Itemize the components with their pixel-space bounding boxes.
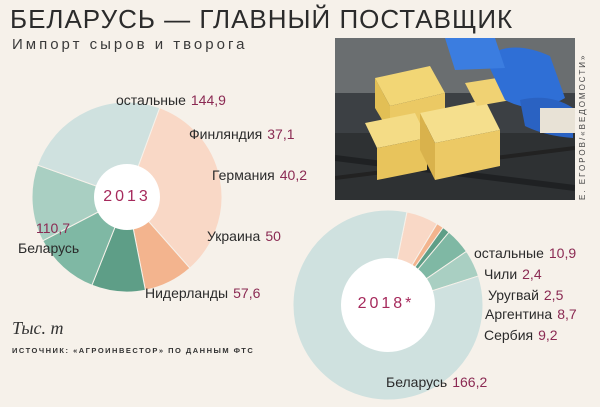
- chart-subtitle: Импорт сыров и творога: [12, 36, 248, 53]
- value-label: 10,9: [548, 245, 577, 261]
- category-label: Германия: [212, 167, 275, 183]
- category-label: остальные: [474, 245, 544, 261]
- donut-hole: [94, 164, 160, 230]
- label-2013-other: остальные 144,9: [116, 92, 226, 108]
- category-label: Сербия: [484, 327, 534, 343]
- label-2018-other: остальные 10,9: [474, 245, 576, 261]
- pie-chart-2018: [292, 209, 484, 401]
- value-label: 9,2: [538, 327, 558, 343]
- value-label: 37,1: [267, 126, 295, 142]
- category-label: Уругвай: [488, 287, 539, 303]
- category-2013-belarus: Беларусь: [18, 240, 80, 256]
- category-label: Аргентина: [485, 306, 553, 322]
- pie-slice-2013-1: [31, 164, 129, 242]
- label-2013-netherlands: Нидерланды 57,6: [145, 285, 260, 301]
- label-2018-chile: Чили 2,4: [484, 266, 542, 282]
- chart-title: БЕЛАРУСЬ — ГЛАВНЫЙ ПОСТАВЩИК: [10, 4, 514, 34]
- label-2018-uruguay: Уругвай 2,5: [488, 287, 563, 303]
- value-label: 40,2: [279, 167, 308, 183]
- value-2013-belarus: 110,7: [36, 220, 70, 236]
- category-label: Украина: [207, 228, 261, 244]
- value-label: 57,6: [233, 285, 261, 301]
- pie-chart-2013: [31, 101, 223, 293]
- category-label: Беларусь: [386, 374, 448, 390]
- label-2018-serbia: Сербия 9,2: [484, 327, 558, 343]
- category-label: Нидерланды: [145, 285, 229, 301]
- pie-slice-2013-5: [126, 107, 223, 269]
- unit-label: Тыс. т: [12, 318, 64, 338]
- source-note: ИСТОЧНИК: «АГРОИНВЕСТОР» ПО ДАННЫМ ФТС: [12, 346, 255, 355]
- label-2013-ukraine: Украина 50: [207, 228, 281, 244]
- category-label: Финляндия: [189, 126, 263, 142]
- value-label: 166,2: [452, 374, 488, 390]
- label-2018-belarus: Беларусь 166,2: [386, 374, 487, 390]
- value-label: 50: [265, 228, 281, 244]
- value-label: 2,5: [543, 287, 564, 303]
- donut-hole: [341, 258, 435, 352]
- pie-2013-year-label: 2013: [103, 188, 151, 205]
- label-2018-argentina: Аргентина 8,7: [485, 306, 577, 322]
- category-label: остальные: [116, 92, 186, 108]
- value-label: 2,4: [522, 266, 542, 282]
- category-label: Чили: [484, 266, 518, 282]
- value-label: 8,7: [557, 306, 577, 322]
- cheese-photo: [335, 38, 575, 200]
- pie-2018-year-label: 2018*: [357, 295, 415, 312]
- value-label: 144,9: [190, 92, 226, 108]
- label-2013-germany: Германия 40,2: [212, 167, 307, 183]
- label-2013-finland: Финляндия 37,1: [189, 126, 295, 142]
